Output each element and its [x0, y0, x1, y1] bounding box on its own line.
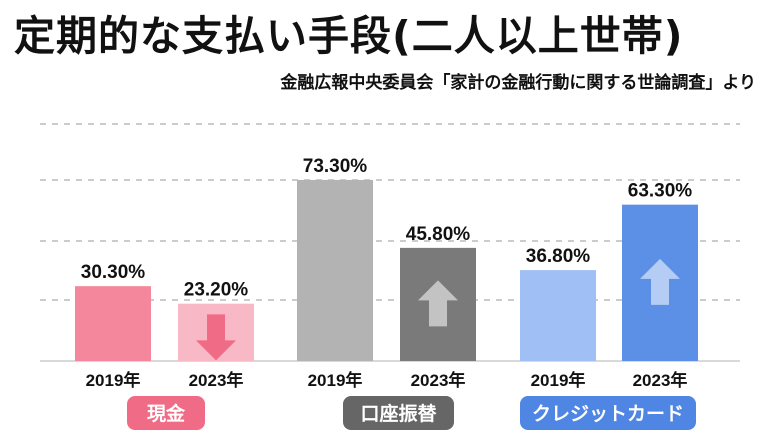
x-tick-label: 2023年	[411, 370, 466, 390]
data-label: 45.80%	[406, 224, 471, 245]
category-label: 口座振替	[360, 402, 437, 425]
arrow-up-icon	[418, 280, 458, 327]
x-tick-label: 2019年	[531, 370, 586, 390]
arrow-down-icon	[196, 314, 236, 361]
data-label: 63.30%	[628, 181, 693, 202]
x-tick-label: 2019年	[308, 370, 363, 390]
chart-subtitle: 金融広報中央委員会「家計の金融行動に関する世論調査」より	[280, 73, 756, 93]
category-label: クレジットカード	[532, 403, 684, 425]
arrow-up-icon	[640, 258, 680, 305]
x-tick-label: 2019年	[86, 370, 141, 390]
data-label: 36.80%	[526, 246, 591, 267]
category-label: 現金	[147, 402, 186, 425]
data-label: 30.30%	[81, 262, 146, 283]
category-label-box	[343, 396, 454, 430]
category-label-box	[520, 396, 696, 430]
x-tick-label: 2023年	[633, 370, 688, 390]
data-label: 23.20%	[184, 280, 249, 301]
data-label: 73.30%	[303, 156, 368, 177]
bar	[75, 286, 151, 361]
chart-title: 定期的な支払い手段(二人以上世帯)	[14, 12, 684, 60]
bar	[297, 179, 373, 361]
x-tick-label: 2023年	[189, 370, 244, 390]
category-label-box	[127, 396, 205, 430]
bar	[520, 270, 596, 361]
